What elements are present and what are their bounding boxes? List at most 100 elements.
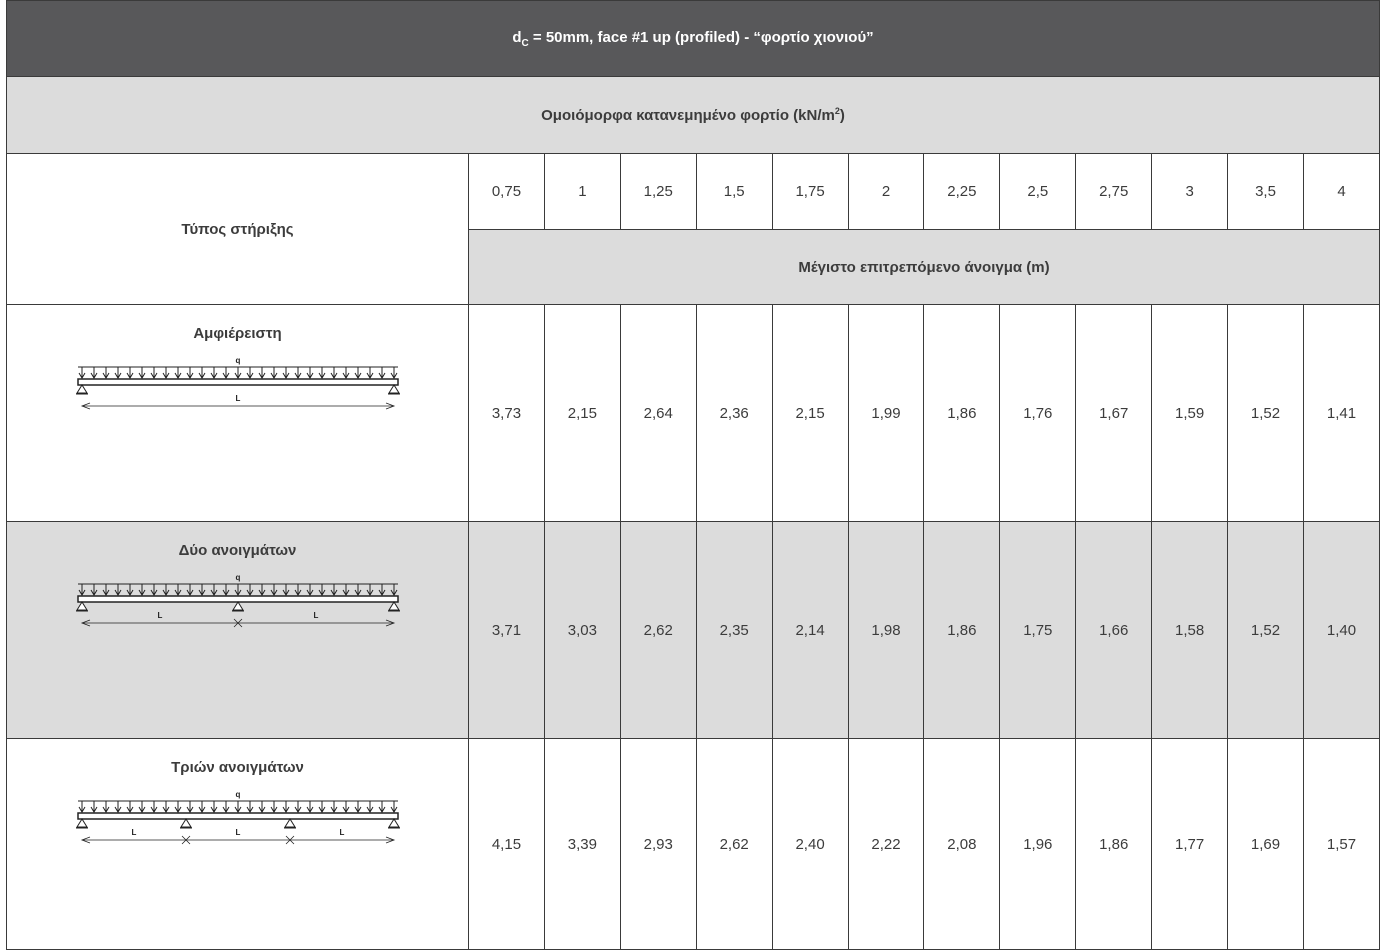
- load-arrow-head: [306, 372, 313, 379]
- span-value: 2,35: [695, 521, 773, 739]
- load-arrow-head: [114, 806, 121, 813]
- load-arrow-head: [162, 589, 169, 596]
- load-arrow-head: [258, 589, 265, 596]
- load-arrow-head: [78, 589, 85, 596]
- load-arrow-head: [150, 589, 157, 596]
- span-value: 1,86: [923, 521, 1001, 739]
- load-arrow-head: [234, 589, 241, 596]
- load-arrow-head: [282, 806, 289, 813]
- dimension-arrow: [80, 402, 90, 410]
- load-arrow-head: [222, 589, 229, 596]
- span-value: 1,52: [1227, 521, 1304, 739]
- load-arrow-head: [126, 372, 133, 379]
- load-arrow-head: [114, 589, 121, 596]
- dimension-arrow: [385, 402, 395, 410]
- load-arrow-head: [246, 589, 253, 596]
- span-value: 3,03: [543, 521, 621, 739]
- span-value: 4,15: [468, 738, 545, 950]
- load-value: 3,5: [1227, 153, 1304, 230]
- span-value: 1,41: [1302, 304, 1381, 522]
- load-arrow-head: [150, 806, 157, 813]
- span-table: dC = 50mm, face #1 up (profiled) - “φορτ…: [6, 0, 1381, 950]
- span-value: 3,73: [468, 304, 545, 522]
- load-arrow-head: [270, 806, 277, 813]
- dimension-tick: [285, 835, 294, 845]
- span-value: 1,86: [1075, 738, 1153, 950]
- load-arrow-head: [306, 806, 313, 813]
- load-arrow-head: [198, 589, 205, 596]
- span-value: 1,77: [1151, 738, 1229, 950]
- support-triangle: [75, 384, 88, 394]
- load-arrow-head: [234, 806, 241, 813]
- span-symbol: L: [235, 394, 240, 403]
- load-arrow-head: [162, 372, 169, 379]
- load-arrow-head: [258, 372, 265, 379]
- load-arrow-head: [330, 589, 337, 596]
- support-name: Αμφιέρειστη: [193, 325, 282, 342]
- support-two-span: Δύο ανοιγμάτων q L L: [6, 521, 469, 739]
- load-arrow-head: [150, 372, 157, 379]
- support-triangle: [75, 818, 88, 828]
- span-value: 1,98: [847, 521, 925, 739]
- load-arrow-head: [186, 372, 193, 379]
- span-symbol: L: [313, 611, 318, 620]
- load-arrow-head: [354, 589, 361, 596]
- span-value: 1,75: [999, 521, 1077, 739]
- span-value: 1,66: [1075, 521, 1153, 739]
- load-arrow-head: [210, 806, 217, 813]
- load-value: 1,25: [619, 153, 697, 230]
- load-arrow-head: [318, 589, 325, 596]
- load-arrow-head: [78, 372, 85, 379]
- span-value: 2,64: [619, 304, 697, 522]
- load-arrow-head: [246, 806, 253, 813]
- span-value: 1,57: [1302, 738, 1381, 950]
- load-arrow-head: [342, 372, 349, 379]
- span-value: 1,67: [1075, 304, 1153, 522]
- load-arrow-head: [90, 372, 97, 379]
- load-arrow-head: [330, 806, 337, 813]
- dimension-arrow: [385, 836, 395, 844]
- load-arrow-head: [390, 589, 397, 596]
- load-value: 2,5: [999, 153, 1077, 230]
- load-arrow-head: [318, 372, 325, 379]
- support-triangle: [387, 601, 400, 611]
- span-value: 1,58: [1151, 521, 1229, 739]
- span-value: 2,93: [619, 738, 697, 950]
- load-arrow-head: [198, 372, 205, 379]
- load-symbol: q: [235, 790, 240, 799]
- load-arrow-head: [114, 372, 121, 379]
- span-value: 1,69: [1227, 738, 1304, 950]
- span-symbol: L: [339, 828, 344, 837]
- load-value: 1,75: [771, 153, 849, 230]
- load-arrow-head: [306, 589, 313, 596]
- load-arrow-head: [270, 372, 277, 379]
- support-type-label: Τύπος στήριξης: [6, 153, 469, 305]
- load-arrow-head: [138, 806, 145, 813]
- span-value: 2,62: [695, 738, 773, 950]
- span-value: 1,76: [999, 304, 1077, 522]
- span-symbol: L: [131, 828, 136, 837]
- load-arrow-head: [210, 589, 217, 596]
- load-arrow-head: [222, 806, 229, 813]
- load-symbol: q: [235, 356, 240, 365]
- span-value: 1,40: [1302, 521, 1381, 739]
- load-arrow-head: [258, 806, 265, 813]
- support-triangle: [75, 601, 88, 611]
- support-name: Δύο ανοιγμάτων: [178, 542, 297, 559]
- span-value: 2,08: [923, 738, 1001, 950]
- load-value: 2,25: [923, 153, 1001, 230]
- load-arrow-head: [354, 372, 361, 379]
- support-simple: Αμφιέρειστη q L: [6, 304, 469, 522]
- load-arrow-head: [126, 589, 133, 596]
- load-arrow-head: [366, 589, 373, 596]
- span-label: Μέγιστο επιτρεπόμενο άνοιγμα (m): [468, 229, 1380, 305]
- load-arrow-head: [198, 806, 205, 813]
- span-value: 2,62: [619, 521, 697, 739]
- load-arrow-head: [366, 806, 373, 813]
- span-value: 3,39: [543, 738, 621, 950]
- load-arrow-head: [330, 372, 337, 379]
- load-arrow-head: [246, 372, 253, 379]
- load-arrow-head: [90, 589, 97, 596]
- three-span-beam-diagram: q L L L: [75, 790, 400, 845]
